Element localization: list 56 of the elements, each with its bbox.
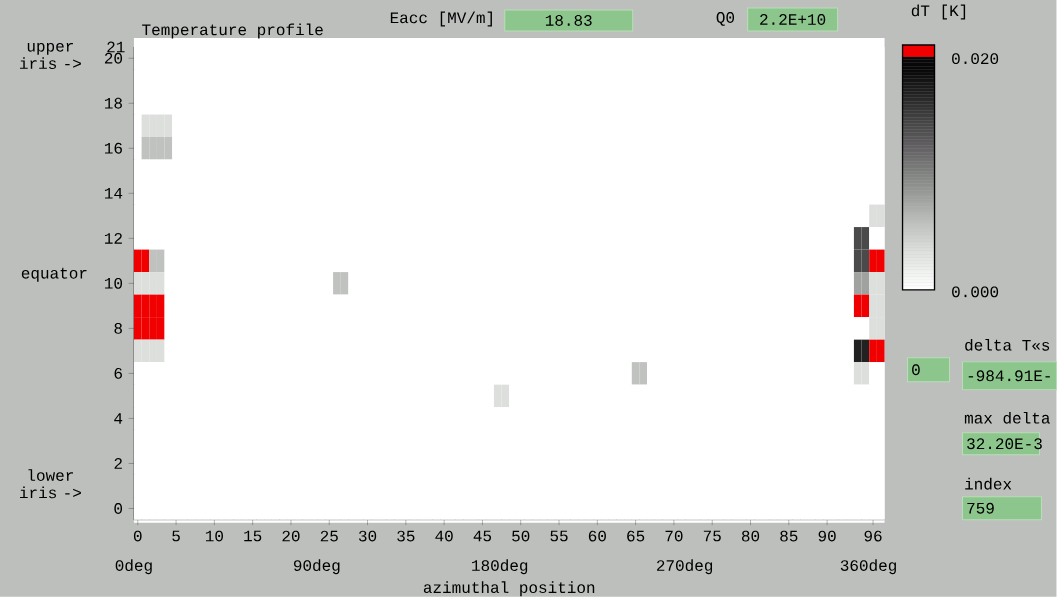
x-tick-label: 25 xyxy=(320,530,338,542)
text: 21 xyxy=(107,41,125,53)
x-tick-label: 70 xyxy=(665,530,683,542)
y-tick-label: 14 xyxy=(104,188,123,199)
x-tick-label: 85 xyxy=(780,530,798,542)
text: 180deg xyxy=(472,559,528,575)
x-tick-label: 60 xyxy=(588,530,606,542)
text: Q0 xyxy=(716,12,735,27)
text: max delta xyxy=(964,412,1050,424)
x-tick-label: 45 xyxy=(473,530,492,542)
y-tick-label: 2 xyxy=(114,458,122,470)
x-tick-label: 35 xyxy=(397,530,415,542)
color-bar-title: dT [K] xyxy=(911,4,966,20)
y-tick-label: 20 xyxy=(104,53,123,64)
text: 0deg xyxy=(115,559,152,575)
text: lower iris -> xyxy=(20,469,81,499)
y-tick-label: 10 xyxy=(104,278,123,289)
text: index xyxy=(965,478,1012,490)
x-axis-title: azimuthal position xyxy=(423,581,595,597)
y-tick-label: 12 xyxy=(104,233,122,244)
x-tick-label: 55 xyxy=(550,530,568,542)
y-tick-label: 16 xyxy=(104,143,122,154)
text: equator xyxy=(21,268,87,283)
color-bar-label: 0.020 xyxy=(952,53,999,65)
text: 0 xyxy=(912,364,920,376)
y-tick-label: 18 xyxy=(104,98,122,109)
text: 32.20E-3 xyxy=(967,438,1042,450)
x-tick-label: 30 xyxy=(358,530,377,542)
text: 18.83 xyxy=(545,15,592,27)
y-tick-label: 4 xyxy=(114,413,123,424)
y-tick-label: 0 xyxy=(114,503,123,515)
color-bar-label: 0.000 xyxy=(952,286,999,298)
text: upper iris -> xyxy=(20,43,81,70)
y-tick-label: 6 xyxy=(114,368,122,380)
x-tick-label: 90 xyxy=(818,530,836,542)
x-tick-label: 10 xyxy=(205,530,223,542)
x-tick-label: 15 xyxy=(244,530,262,542)
x-tick-label: 40 xyxy=(435,530,453,542)
x-tick-label: 5 xyxy=(172,530,180,542)
text: -984.91E- xyxy=(968,370,1050,382)
text: 759 xyxy=(967,503,994,514)
text: 2.2E+10 xyxy=(760,14,826,26)
x-tick-label: 65 xyxy=(627,530,645,542)
x-tick-label: 50 xyxy=(512,530,530,542)
x-tick-label: 80 xyxy=(741,530,760,542)
text: delta T«s xyxy=(965,339,1050,351)
x-tick-label: 75 xyxy=(703,530,721,542)
text: 360deg xyxy=(840,559,896,575)
x-tick-label: 0 xyxy=(133,530,142,542)
text: 90deg xyxy=(293,559,340,575)
x-tick-label: 96 xyxy=(864,530,882,542)
text: Eacc [MV/m] xyxy=(390,11,492,27)
text: 270deg xyxy=(657,559,713,575)
y-tick-label: 8 xyxy=(114,323,122,335)
x-tick-label: 20 xyxy=(282,530,300,542)
chart-title: Temperature profile xyxy=(142,23,323,39)
